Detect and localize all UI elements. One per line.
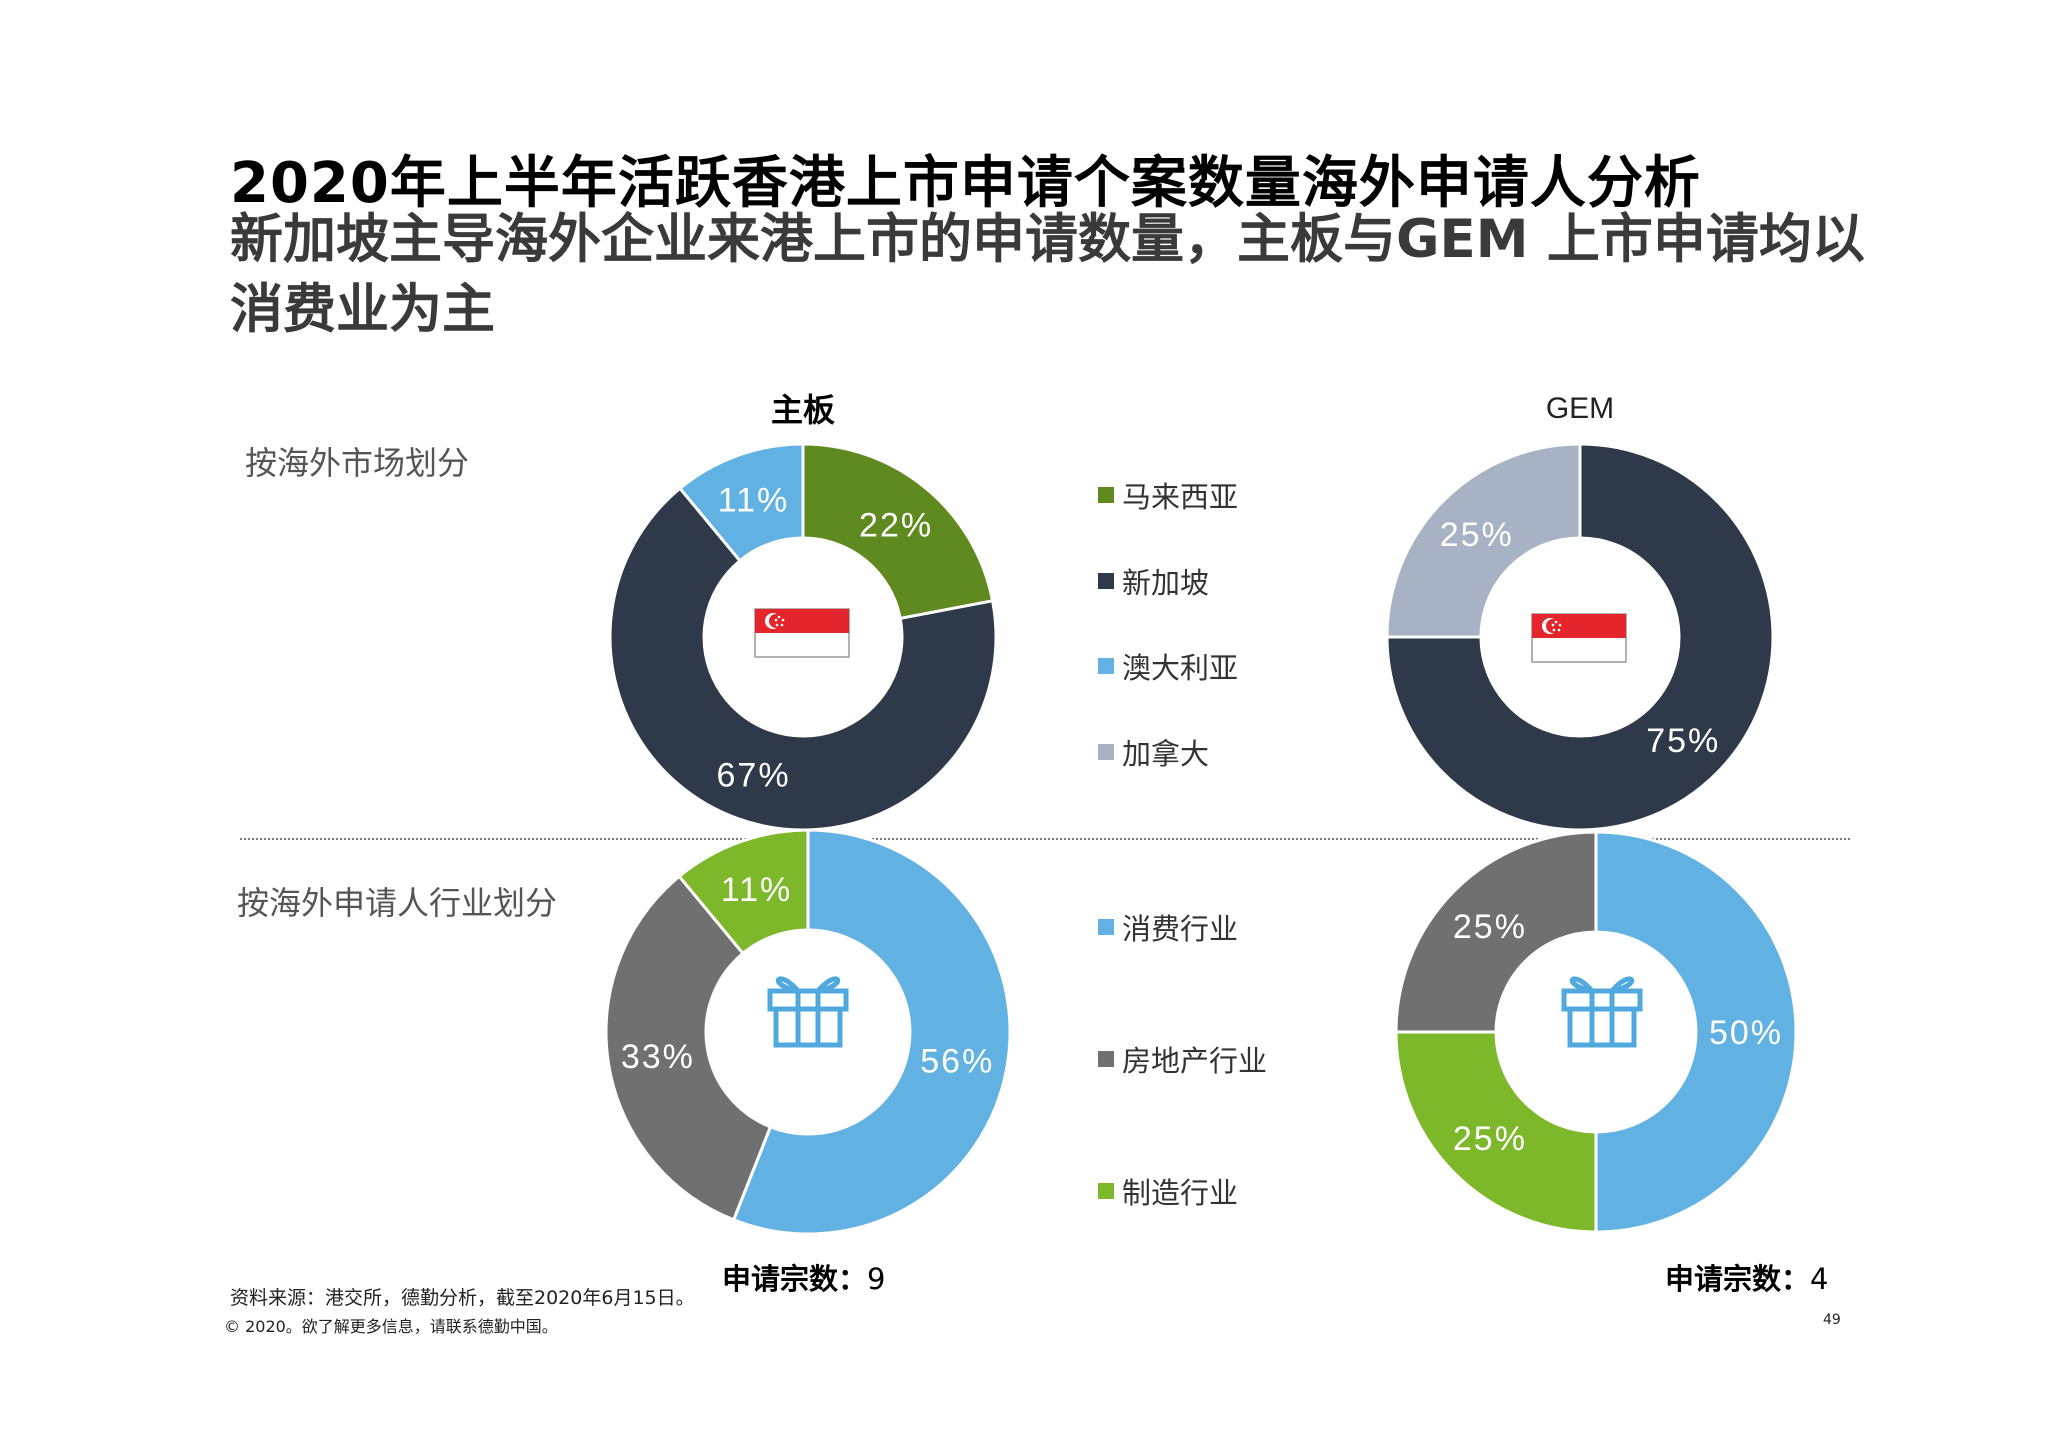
donut-slice bbox=[1394, 1030, 1598, 1234]
data-label: 75% bbox=[1646, 722, 1720, 760]
section-label-industry: 按海外申请人行业划分 bbox=[237, 884, 558, 922]
legend-swatch bbox=[1098, 1051, 1114, 1067]
application-count-label: 申请宗数： bbox=[1665, 1262, 1811, 1296]
legend-item: 马来西亚 bbox=[1098, 474, 1238, 516]
legend-label: 新加坡 bbox=[1122, 566, 1210, 600]
legend-label: 消费行业 bbox=[1122, 912, 1239, 946]
legend-item: 制造行业 bbox=[1098, 1170, 1238, 1212]
donut-slice bbox=[1394, 830, 1598, 1034]
application-count-label: 申请宗数： bbox=[722, 1262, 868, 1296]
data-label: 50% bbox=[1709, 1014, 1783, 1052]
legend-label: 澳大利亚 bbox=[1122, 651, 1239, 685]
legend-item: 加拿大 bbox=[1098, 731, 1209, 773]
donut-slice bbox=[677, 442, 805, 563]
data-label: 67% bbox=[717, 756, 791, 794]
page-subtitle: 新加坡主导海外企业来港上市的申请数量，主板与GEM 上市申请均以消费业为主 bbox=[230, 209, 1865, 340]
donut-slice bbox=[731, 828, 1012, 1236]
donut-slice bbox=[1594, 830, 1798, 1234]
donut-slice bbox=[1385, 442, 1775, 832]
copyright-note: © 2020。欲了解更多信息，请联系德勤中国。 bbox=[224, 1317, 558, 1336]
chart-title-main-board: 主板 bbox=[770, 391, 836, 429]
singapore-flag-icon bbox=[1531, 613, 1627, 663]
legend-label: 加拿大 bbox=[1122, 737, 1210, 771]
donut-slice bbox=[677, 828, 810, 956]
data-label: 11% bbox=[718, 482, 790, 520]
legend-swatch bbox=[1098, 573, 1114, 589]
donut-chart-main-industry: 56% 33% 11% bbox=[604, 828, 1012, 1236]
legend-label: 马来西亚 bbox=[1122, 480, 1239, 514]
data-label: 25% bbox=[1453, 908, 1527, 946]
application-count-gem: 申请宗数：4 bbox=[1665, 1256, 1828, 1298]
donut-slice bbox=[1385, 442, 1582, 639]
legend-swatch bbox=[1098, 919, 1114, 935]
donut-slice bbox=[608, 486, 998, 832]
legend-swatch bbox=[1098, 487, 1114, 503]
singapore-flag-icon bbox=[754, 608, 850, 658]
section-label-market: 按海外市场划分 bbox=[245, 444, 470, 482]
legend-swatch bbox=[1098, 744, 1114, 760]
legend-label: 房地产行业 bbox=[1122, 1044, 1268, 1078]
page-title: 2020年上半年活跃香港上市申请个案数量海外申请人分析 bbox=[230, 151, 1701, 216]
source-note: 资料来源：港交所，德勤分析，截至2020年6月15日。 bbox=[230, 1287, 695, 1309]
application-count-value: 4 bbox=[1810, 1262, 1829, 1296]
donut-slice bbox=[604, 874, 773, 1222]
data-label: 33% bbox=[621, 1038, 695, 1076]
gift-icon bbox=[1561, 976, 1643, 1048]
legend-item: 房地产行业 bbox=[1098, 1038, 1267, 1080]
data-label: 25% bbox=[1453, 1120, 1527, 1158]
donut-chart-gem-industry: 50% 25% 25% bbox=[1394, 830, 1798, 1234]
legend-item: 新加坡 bbox=[1098, 560, 1209, 602]
legend-swatch bbox=[1098, 658, 1114, 674]
data-label: 25% bbox=[1440, 516, 1514, 554]
legend-label: 制造行业 bbox=[1122, 1176, 1239, 1210]
legend-swatch bbox=[1098, 1183, 1114, 1199]
application-count-main: 申请宗数：9 bbox=[722, 1256, 885, 1298]
data-label: 11% bbox=[721, 871, 793, 909]
donut-slice bbox=[801, 442, 995, 621]
donut-chart-main-market: 22% 67% 11% bbox=[608, 442, 998, 832]
chart-title-gem: GEM bbox=[1545, 392, 1615, 425]
legend-item: 消费行业 bbox=[1098, 906, 1238, 948]
donut-chart-gem-market: 75% 25% bbox=[1385, 442, 1775, 832]
page-number: 49 bbox=[1823, 1312, 1841, 1328]
gift-icon bbox=[767, 976, 849, 1048]
data-label: 22% bbox=[859, 507, 933, 545]
section-divider bbox=[240, 838, 1850, 840]
application-count-value: 9 bbox=[867, 1262, 886, 1296]
data-label: 56% bbox=[920, 1042, 994, 1080]
legend-item: 澳大利亚 bbox=[1098, 645, 1238, 687]
